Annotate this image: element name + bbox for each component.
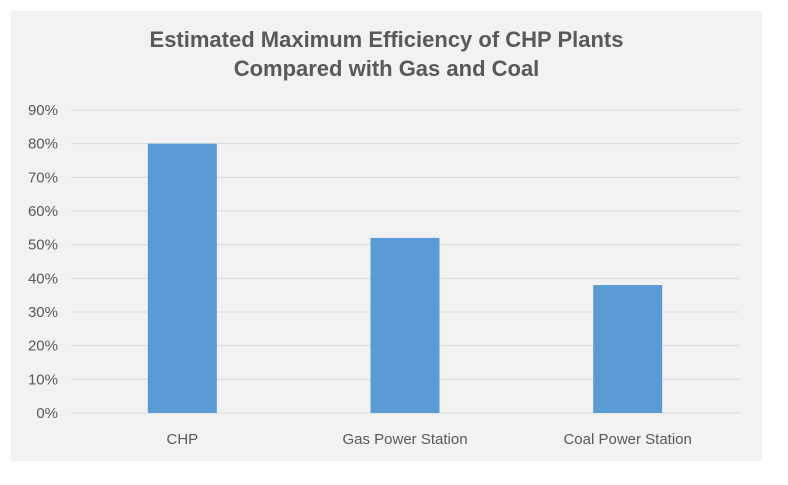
chart-title-line-1: Estimated Maximum Efficiency of CHP Plan… [149, 27, 624, 52]
bar [370, 237, 440, 413]
x-category-label: Coal Power Station [563, 431, 691, 448]
y-tick-label: 0% [36, 405, 58, 422]
y-tick-label: 80% [28, 136, 58, 153]
y-tick-label: 60% [28, 203, 58, 220]
y-tick-label: 40% [28, 270, 58, 287]
y-axis-tick-labels: 0% 10% 20% 30% 40% 50% 60% 70% 80% 90% [28, 102, 58, 422]
x-axis-category-labels: CHP Gas Power Station Coal Power Station [166, 431, 691, 448]
y-tick-label: 20% [28, 338, 58, 355]
y-tick-label: 30% [28, 304, 58, 321]
x-category-label: Gas Power Station [342, 431, 467, 448]
chart-title: Estimated Maximum Efficiency of CHP Plan… [11, 25, 762, 83]
bar [593, 285, 663, 413]
x-category-label: CHP [166, 431, 198, 448]
y-tick-label: 90% [28, 102, 58, 119]
chart-title-line-2: Compared with Gas and Coal [233, 56, 540, 81]
chart-area: Estimated Maximum Efficiency of CHP Plan… [11, 11, 762, 461]
bars [147, 143, 663, 413]
y-tick-label: 70% [28, 169, 58, 186]
y-tick-label: 10% [28, 371, 58, 388]
bar [147, 143, 217, 413]
y-tick-label: 50% [28, 237, 58, 254]
bar-chart: 0% 10% 20% 30% 40% 50% 60% 70% 80% 90% CHP Gas Pow… [28, 102, 739, 448]
